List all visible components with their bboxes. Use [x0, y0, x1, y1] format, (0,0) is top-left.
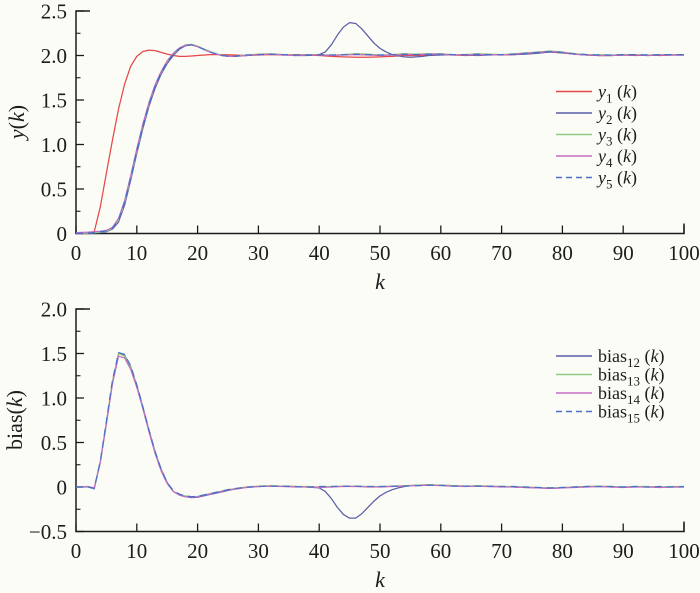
x-tick-label: 0: [71, 241, 82, 265]
y-axis-label: y(k): [4, 105, 29, 141]
y-tick-label: 0.5: [41, 431, 67, 455]
series-line-y2-k: [76, 21, 684, 235]
x-tick-label: 90: [613, 241, 634, 265]
legend-label-bias13-k: bias13 (k): [598, 365, 664, 389]
y-tick-label: −0.5: [29, 520, 67, 544]
y-tick-label: 2.0: [41, 298, 67, 322]
series-line-y4-k: [75, 44, 684, 234]
x-tick-label: 100: [668, 539, 700, 563]
x-tick-label: 0: [71, 539, 82, 563]
series-line-y5-k: [75, 44, 684, 235]
x-tick-label: 20: [187, 241, 208, 265]
legend: y1 (k)y2 (k)y3 (k)y4 (k)y5 (k): [556, 82, 637, 192]
y-tick-label: 2.5: [41, 0, 67, 24]
x-tick-label: 40: [309, 241, 330, 265]
series-line-bias12-k: [76, 352, 684, 519]
y-tick-label: 1.5: [41, 342, 67, 366]
series-line-y1-k: [76, 49, 684, 235]
y-tick-label: 0: [57, 222, 68, 246]
y-tick-label: 1.0: [41, 133, 67, 157]
legend-label-y3-k: y3 (k): [596, 125, 637, 149]
series-line-bias13-k: [76, 352, 684, 498]
x-tick-label: 10: [126, 241, 147, 265]
legend-label-bias12-k: bias12 (k): [598, 346, 664, 370]
x-tick-label: 70: [491, 539, 512, 563]
y-tick-label: 1.0: [41, 387, 67, 411]
legend: bias12 (k)bias13 (k)bias14 (k)bias15 (k): [556, 346, 664, 426]
y-tick-label: 0: [57, 476, 68, 500]
x-tick-label: 40: [309, 539, 330, 563]
chart-bottom: −0.500.51.01.52.00 10 20 30 40 50 60 70 80 90 100k…: [2, 298, 700, 593]
y-tick-label: 1.5: [41, 89, 67, 113]
series-line-bias14-k: [75, 355, 684, 498]
x-tick-label: 60: [430, 241, 451, 265]
x-tick-label: 30: [248, 241, 269, 265]
x-tick-label: 30: [248, 539, 269, 563]
series-line-bias15-k: [76, 351, 685, 498]
legend-label-bias14-k: bias14 (k): [598, 383, 664, 407]
x-axis-label: k: [375, 269, 386, 294]
axes-spines: [75, 10, 685, 235]
x-tick-label: 50: [370, 241, 391, 265]
x-tick-label: 80: [552, 241, 573, 265]
x-tick-label: 90: [613, 539, 634, 563]
chart-top: 0 0.5 1.0 1.5 2.0 2.5 0 10 20 30 40 50 60 70 80 90 100 k y…: [4, 0, 700, 294]
x-tick-label: 20: [187, 539, 208, 563]
x-tick-label: 60: [430, 539, 451, 563]
legend-label-y4-k: y4 (k): [596, 146, 637, 170]
axes-spines: [75, 308, 685, 533]
x-tick-label: 10: [126, 539, 147, 563]
legend-label-bias15-k: bias15 (k): [598, 402, 664, 426]
legend-label-y5-k: y5 (k): [596, 168, 637, 192]
legend-label-y1-k: y1 (k): [596, 82, 637, 106]
y-tick-label: 2.0: [41, 44, 67, 68]
x-tick-label: 70: [491, 241, 512, 265]
y-tick-label: 0.5: [41, 178, 67, 202]
y-axis-label: bias(k): [2, 390, 27, 450]
x-axis-label: k: [375, 567, 386, 592]
x-tick-label: 100: [668, 241, 700, 265]
x-tick-label: 80: [552, 539, 573, 563]
legend-label-y2-k: y2 (k): [596, 103, 637, 127]
series-line-y3-k: [75, 43, 684, 235]
x-tick-label: 50: [370, 539, 391, 563]
